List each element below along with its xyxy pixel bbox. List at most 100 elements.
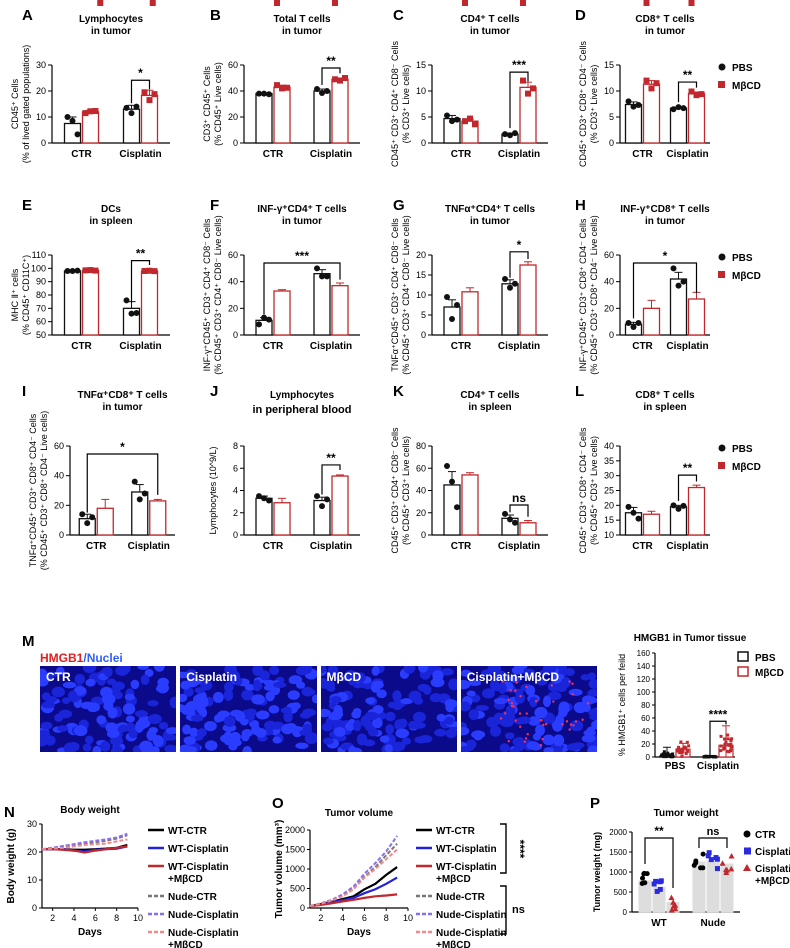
data-point: [141, 89, 148, 96]
data-point: [324, 273, 330, 280]
nucleus: [460, 701, 471, 712]
nucleus: [126, 722, 136, 733]
y-tick-label: 30: [36, 60, 46, 70]
data-point: [728, 865, 735, 872]
nucleus: [41, 701, 56, 709]
chart-subtitle: in tumor: [470, 26, 510, 37]
y-tick-label: 40: [228, 86, 238, 96]
nucleus: [444, 699, 457, 709]
data-point: [314, 86, 320, 93]
data-point: [714, 856, 720, 862]
data-point: [640, 875, 646, 881]
data-point: [266, 497, 272, 504]
nucleus: [109, 735, 124, 746]
y-tick-label: 0: [233, 330, 238, 340]
data-point: [675, 748, 679, 752]
chart-subtitle: in tumor: [645, 216, 685, 227]
data-point: [319, 273, 325, 280]
data-point: [274, 0, 280, 6]
hmgb1-signal: [565, 720, 568, 723]
data-point: [444, 463, 450, 470]
legend-label: Nude-Cisplatin: [168, 910, 239, 921]
bar: [331, 475, 349, 536]
legend-marker-mbcd: [718, 462, 725, 469]
bar: [687, 298, 706, 336]
y-axis-label: CD45⁺ Cells: [10, 78, 20, 129]
sig-label: ns: [512, 491, 526, 505]
nucleus: [125, 715, 135, 723]
nucleus: [224, 716, 236, 727]
data-point: [625, 98, 632, 105]
x-tick-label: CTR: [632, 541, 653, 552]
bar: [519, 522, 537, 536]
data-point: [657, 886, 663, 892]
x-tick-label: Cisplatin: [310, 341, 352, 352]
data-point: [635, 320, 642, 326]
data-point: [710, 754, 714, 758]
bar: [63, 270, 82, 336]
y-tick-label: 160: [637, 649, 651, 658]
chart-title: INF-γ⁺CD4⁺ T cells: [257, 204, 347, 215]
panel-letter: O: [272, 795, 284, 812]
data-point: [729, 748, 733, 752]
data-point: [324, 88, 330, 94]
data-point: [82, 267, 89, 274]
sig-label: ns: [512, 904, 525, 916]
nucleus: [521, 668, 535, 676]
nucleus: [344, 670, 357, 680]
nucleus: [401, 737, 411, 745]
y-tick-label: 35: [604, 456, 614, 466]
data-point: [680, 502, 687, 509]
nucleus: [110, 745, 123, 752]
data-point: [74, 267, 81, 274]
nucleus: [138, 717, 148, 725]
data-point: [82, 110, 89, 117]
data-point: [719, 734, 723, 738]
data-point: [635, 515, 642, 522]
legend-label: Nude-Cisplatin: [436, 910, 507, 921]
data-point: [630, 103, 637, 110]
nucleus: [513, 744, 525, 752]
y-axis-label: TNFα⁺CD45⁺ CD3⁺ CD8⁺ CD4⁻ Cells: [28, 413, 38, 567]
chart-title: CD8⁺ T cells: [635, 390, 695, 401]
bar: [331, 285, 349, 336]
data-point: [314, 265, 320, 272]
data-point: [146, 267, 153, 274]
y-tick-label: 0: [421, 138, 426, 148]
nucleus: [62, 681, 77, 689]
y-tick-label: 0: [421, 330, 426, 340]
nucleus: [124, 693, 135, 701]
panel-letter: E: [22, 197, 32, 214]
nucleus: [384, 724, 394, 735]
nucleus: [563, 668, 575, 677]
panel-letter: D: [575, 7, 586, 24]
data-point: [530, 85, 536, 92]
nucleus: [180, 671, 191, 679]
nucleus: [433, 728, 447, 737]
data-point: [266, 316, 272, 323]
data-point: [92, 267, 99, 274]
y-axis-label-2: (% CD45⁺ CD3⁺ CD8⁺ CD4⁻ Live cells): [589, 215, 599, 375]
sig-bracket: [677, 81, 698, 103]
y-tick-label: 0: [421, 530, 426, 540]
y-axis-label: CD45⁺ CD3⁺ CD4⁺ CD8⁻ Cells: [390, 40, 400, 167]
panel-letter: H: [575, 197, 586, 214]
data-point: [666, 754, 670, 758]
nucleus: [413, 736, 427, 744]
data-point: [279, 85, 285, 92]
nucleus: [387, 701, 396, 709]
data-point: [648, 85, 655, 92]
y-tick-label: 60: [604, 250, 614, 260]
nucleus: [241, 689, 254, 701]
y-tick-label: 40: [604, 441, 614, 451]
nucleus: [408, 690, 422, 702]
y-axis-label: CD45⁺ CD3⁺ CD8⁺ CD4⁻ Cells: [578, 40, 588, 167]
data-point: [89, 514, 96, 521]
data-point: [670, 755, 674, 759]
nucleus: [302, 723, 313, 736]
nucleus: [204, 720, 218, 732]
nucleus: [350, 710, 361, 719]
micro-label: MβCD: [326, 670, 362, 684]
data-point: [146, 97, 153, 104]
